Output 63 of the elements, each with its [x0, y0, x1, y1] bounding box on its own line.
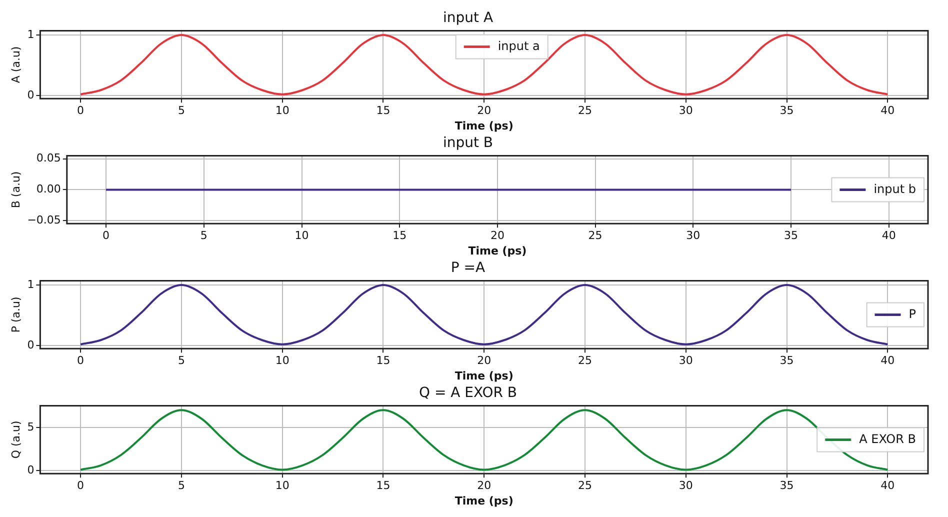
x-tick-label: 15: [376, 354, 390, 368]
x-tick-label: 20: [477, 104, 492, 118]
x-tick-label: 5: [178, 104, 185, 118]
x-tick-label: 0: [77, 354, 84, 368]
x-tick-label: 10: [275, 479, 290, 492]
x-tick-label: 0: [77, 479, 84, 492]
x-tick-label: 20: [477, 354, 492, 368]
x-tick-label: 5: [178, 479, 185, 492]
x-tick-label: 40: [880, 479, 895, 492]
x-tick-label: 35: [780, 479, 794, 492]
legend-label: input b: [874, 182, 916, 196]
line-series: [80, 284, 889, 346]
x-tick-label: 40: [880, 104, 895, 118]
y-tick-label: 0: [27, 88, 34, 102]
legend-label: A EXOR B: [859, 432, 916, 446]
x-tick-label: 10: [294, 229, 309, 242]
x-axis-title: Time (ps): [454, 494, 514, 508]
x-tick-label: 25: [588, 229, 602, 242]
x-axis-title: Time (ps): [454, 119, 514, 132]
y-axis-title: B (a.u): [9, 171, 22, 208]
y-tick-label: 5: [27, 420, 34, 434]
y-tick-label: 1: [27, 28, 34, 41]
x-tick-label: 40: [882, 229, 896, 242]
y-tick-label: −0.05: [27, 213, 61, 226]
y-axis-title: Q (a.u): [9, 420, 22, 459]
x-axis-title: Time (ps): [468, 244, 527, 258]
y-tick-label: 1: [27, 278, 34, 291]
x-tick-label: 10: [275, 104, 290, 118]
x-tick-label: 20: [477, 479, 492, 492]
chart-title: Q = A EXOR B: [418, 385, 518, 402]
x-tick-label: 40: [880, 354, 895, 368]
x-tick-label: 0: [102, 229, 110, 242]
x-tick-label: 35: [780, 104, 794, 118]
x-tick-label: 15: [376, 479, 390, 492]
x-tick-label: 25: [578, 104, 592, 118]
legend-label: P: [908, 306, 916, 321]
x-tick-label: 10: [275, 354, 290, 368]
x-tick-label: 5: [178, 354, 185, 368]
y-axis-title: A (a.u): [9, 46, 22, 84]
chart-title: input A: [442, 10, 494, 26]
x-tick-label: 35: [780, 354, 794, 368]
x-axis-title: Time (ps): [454, 369, 514, 382]
x-tick-label: 5: [200, 229, 208, 242]
y-tick-label: 0: [27, 463, 34, 476]
x-tick-label: 20: [490, 229, 504, 242]
x-tick-label: 25: [578, 354, 592, 368]
y-tick-label: 0: [27, 338, 34, 352]
line-series: [80, 34, 889, 96]
x-tick-label: 30: [678, 104, 693, 118]
x-tick-label: 30: [678, 354, 693, 368]
y-tick-label: 0.00: [36, 182, 61, 196]
x-tick-label: 0: [77, 104, 84, 118]
x-tick-label: 35: [784, 229, 798, 242]
chart-title: P =A: [450, 260, 486, 276]
y-axis-title: P (a.u): [9, 296, 22, 333]
x-tick-label: 15: [392, 229, 407, 242]
x-tick-label: 25: [578, 479, 592, 492]
chart-title: input B: [442, 135, 494, 152]
x-tick-label: 30: [678, 479, 693, 492]
x-tick-label: 30: [686, 229, 700, 242]
x-tick-label: 15: [376, 104, 390, 118]
y-tick-label: 0.05: [36, 152, 61, 165]
legend-label: input a: [498, 38, 540, 53]
